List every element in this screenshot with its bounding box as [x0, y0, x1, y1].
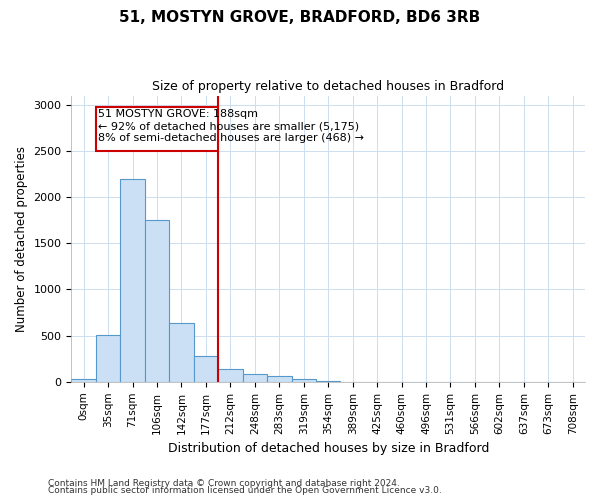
Bar: [145, 220, 169, 382]
Bar: [292, 379, 316, 382]
Text: 51 MOSTYN GROVE: 188sqm
← 92% of detached houses are smaller (5,175)
8% of semi-: 51 MOSTYN GROVE: 188sqm ← 92% of detache…: [98, 110, 364, 142]
Text: 51, MOSTYN GROVE, BRADFORD, BD6 3RB: 51, MOSTYN GROVE, BRADFORD, BD6 3RB: [119, 10, 481, 25]
Bar: [71, 379, 96, 382]
FancyBboxPatch shape: [96, 106, 218, 151]
Bar: [121, 178, 145, 382]
Y-axis label: Number of detached properties: Number of detached properties: [15, 146, 28, 332]
Text: Contains HM Land Registry data © Crown copyright and database right 2024.: Contains HM Land Registry data © Crown c…: [48, 478, 400, 488]
Bar: [96, 334, 121, 382]
X-axis label: Distribution of detached houses by size in Bradford: Distribution of detached houses by size …: [167, 442, 489, 455]
Bar: [169, 322, 194, 382]
Bar: [242, 374, 267, 382]
Bar: [267, 376, 292, 382]
Bar: [218, 369, 242, 382]
Text: Contains public sector information licensed under the Open Government Licence v3: Contains public sector information licen…: [48, 486, 442, 495]
Bar: [316, 381, 340, 382]
Bar: [194, 356, 218, 382]
Title: Size of property relative to detached houses in Bradford: Size of property relative to detached ho…: [152, 80, 504, 93]
